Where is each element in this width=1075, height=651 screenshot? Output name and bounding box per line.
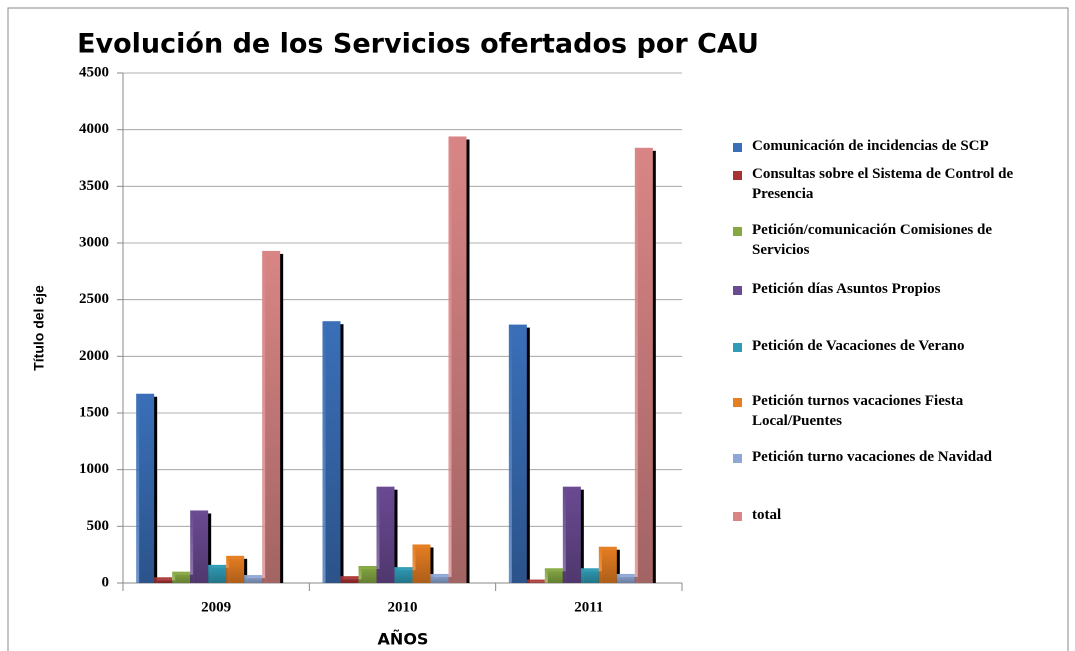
bar (136, 393, 155, 583)
legend-line: Petición/comunicación Comisiones de (752, 222, 992, 238)
legend-swatch (733, 227, 742, 236)
legend-line: Petición de Vacaciones de Verano (752, 338, 965, 354)
legend-line: Petición días Asuntos Propios (752, 281, 941, 297)
bar (376, 486, 395, 583)
y-tick-label: 2500 (79, 291, 109, 307)
legend-label: total (752, 507, 781, 523)
legend-swatch (733, 171, 742, 180)
bar (562, 486, 581, 583)
legend-label: Consultas sobre el Sistema de Control de… (752, 166, 1013, 202)
legend-swatch (733, 143, 742, 152)
bar (394, 567, 413, 583)
legend-swatch (733, 343, 742, 352)
x-axis-title: AÑOS (378, 630, 429, 649)
bar (244, 575, 263, 583)
bar (226, 555, 245, 583)
bar (634, 147, 653, 584)
legend-label: Comunicación de incidencias de SCP (752, 138, 989, 154)
bar (430, 573, 449, 583)
bar (322, 321, 341, 583)
bar (154, 577, 173, 583)
legend-line: Petición turno vacaciones de Navidad (752, 449, 993, 465)
bar (358, 566, 377, 583)
legend-label: Petición turno vacaciones de Navidad (752, 449, 993, 465)
bar (544, 568, 563, 583)
legend-line: total (752, 507, 781, 523)
legend-line: Local/Puentes (752, 413, 842, 429)
y-tick-label: 1500 (79, 404, 109, 420)
legend-line: Consultas sobre el Sistema de Control de (752, 166, 1013, 182)
bar (598, 546, 617, 583)
bar (526, 579, 545, 583)
y-tick-label: 4000 (79, 121, 109, 137)
bar (508, 324, 527, 583)
bar (172, 571, 191, 583)
legend-label: Petición días Asuntos Propios (752, 281, 941, 297)
bar (208, 564, 227, 583)
legend-label: Petición turnos vacaciones Fiesta Local/P… (752, 393, 964, 429)
x-tick-label: 2009 (201, 599, 231, 615)
x-tick-label: 2010 (388, 599, 418, 615)
legend-label: Petición/comunicación Comisiones de Servi… (752, 222, 992, 258)
legend-line: Servicios (752, 242, 810, 258)
x-tick-label: 2011 (574, 599, 603, 615)
legend-swatch (733, 512, 742, 521)
chart-title: Evolución de los Servicios ofertados por… (77, 29, 759, 60)
legend-swatch (733, 286, 742, 295)
y-tick-label: 4500 (79, 64, 109, 80)
legend-line: Presencia (752, 186, 814, 202)
y-tick-label: 3500 (79, 178, 109, 194)
legend-swatch (733, 454, 742, 463)
y-axis-title: Título del eje (31, 285, 47, 371)
legend-label: Petición de Vacaciones de Verano (752, 338, 965, 354)
bar (262, 250, 281, 583)
y-tick-label: 2000 (79, 348, 109, 364)
bar (580, 568, 599, 583)
legend-line: Petición turnos vacaciones Fiesta (752, 393, 964, 409)
bar (616, 573, 635, 583)
bar (412, 544, 431, 583)
y-tick-label: 0 (102, 574, 110, 590)
legend-swatch (733, 398, 742, 407)
bar (340, 576, 359, 583)
y-tick-label: 1000 (79, 461, 109, 477)
chart-frame (7, 7, 1069, 651)
bar (190, 510, 209, 583)
y-tick-label: 500 (87, 518, 110, 534)
legend-line: Comunicación de incidencias de SCP (752, 138, 989, 154)
y-tick-label: 3000 (79, 234, 109, 250)
bar (448, 136, 467, 583)
